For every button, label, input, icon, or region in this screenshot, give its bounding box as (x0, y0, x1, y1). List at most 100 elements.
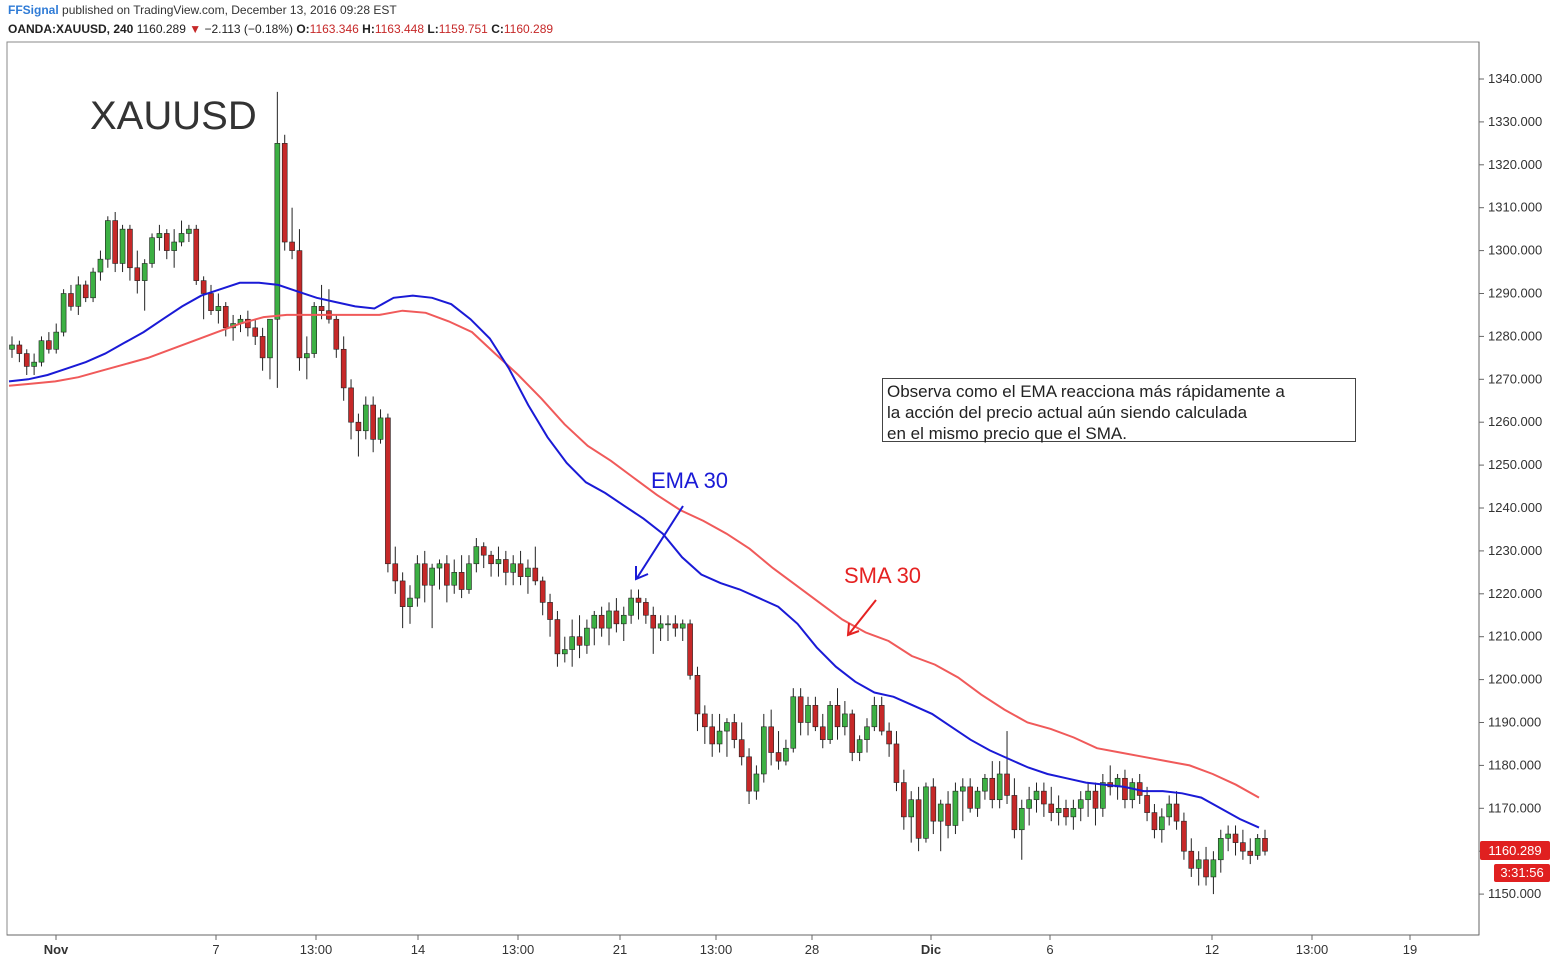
countdown-tag: 3:31:56 (1494, 864, 1550, 882)
candle (112, 211, 118, 273)
candle (989, 761, 996, 809)
candle (1070, 799, 1077, 830)
candle (348, 379, 354, 440)
candle (620, 606, 627, 641)
down-arrow-icon: ▼ (189, 22, 202, 36)
candle (16, 340, 23, 363)
candle (1144, 786, 1150, 822)
candle (753, 765, 760, 800)
candle (1188, 838, 1195, 877)
time-tick-label: 12 (1205, 942, 1219, 957)
candle (193, 224, 200, 285)
candle (267, 318, 273, 380)
candle (724, 718, 730, 757)
high-label: H: (362, 22, 375, 36)
candle (1011, 778, 1018, 839)
last-price-tag: 1160.289 (1480, 841, 1550, 860)
candle (488, 550, 494, 577)
candle (1166, 795, 1172, 826)
price-tick-label: 1200.000 (1488, 672, 1542, 687)
candle (510, 555, 517, 586)
candle (60, 289, 67, 337)
price-tick-label: 1340.000 (1488, 71, 1542, 86)
candle (9, 336, 15, 358)
publisher-name[interactable]: FFSignal (8, 3, 59, 17)
candle (694, 666, 701, 732)
candle (532, 546, 539, 586)
price-tick-label: 1150.000 (1488, 886, 1541, 901)
price-tick-label: 1170.000 (1488, 800, 1541, 815)
candle (591, 610, 598, 646)
candle (134, 250, 141, 294)
price-change: −2.113 (−0.18%) (204, 22, 293, 36)
candle (1100, 773, 1106, 817)
candle (974, 786, 981, 817)
ema-arrow-icon (635, 505, 684, 581)
price-tick-label: 1210.000 (1488, 629, 1542, 644)
candle (23, 349, 30, 376)
candle (731, 713, 738, 749)
candle (119, 224, 126, 273)
candle (200, 276, 207, 320)
candle (311, 302, 317, 358)
candle (613, 598, 620, 633)
time-axis[interactable]: Nov 7 13:00 14 13:00 21 13:00 28 Dic 6 12 13:00 19 (44, 935, 1418, 957)
candle (650, 606, 657, 654)
candle (871, 696, 878, 732)
candle (68, 284, 74, 311)
candle (687, 619, 693, 680)
candle (1041, 782, 1047, 817)
candle (960, 778, 966, 822)
candle (561, 636, 568, 663)
candle (444, 555, 450, 603)
candle (289, 207, 295, 260)
price-tick-label: 1250.000 (1488, 457, 1542, 472)
candle (805, 696, 811, 736)
sma-arrow-icon (846, 599, 877, 637)
close-label: C: (491, 22, 504, 36)
price-tick-label: 1230.000 (1488, 543, 1542, 558)
price-tick-label: 1290.000 (1488, 286, 1542, 301)
candle (716, 713, 723, 753)
candle (856, 735, 863, 762)
candle (628, 589, 634, 624)
candle (318, 284, 325, 320)
candle (304, 336, 310, 380)
candle (923, 782, 929, 843)
candle (252, 319, 259, 345)
candle (178, 220, 185, 247)
candle (407, 585, 413, 624)
sma-label: SMA 30 (844, 563, 921, 588)
candle (783, 739, 789, 766)
candle (149, 233, 155, 268)
candle (377, 409, 384, 444)
candle (584, 619, 590, 654)
candle (82, 280, 89, 303)
candle (901, 769, 907, 830)
candle (812, 696, 819, 732)
price-axis[interactable]: 1340.000 1330.000 1320.000 1310.000 1300.000… (1479, 71, 1542, 901)
candle (842, 701, 848, 736)
candle (436, 559, 443, 590)
candle (421, 550, 428, 603)
candle (458, 555, 465, 599)
candle (937, 799, 944, 852)
candle (163, 229, 170, 260)
candle (1181, 812, 1187, 860)
candle (834, 688, 841, 740)
candle (643, 598, 649, 624)
candle (576, 615, 583, 659)
candle (186, 224, 192, 243)
note-line-1: Observa como el EMA reacciona más rápida… (887, 382, 1285, 401)
candle (672, 615, 679, 637)
candle (141, 259, 148, 311)
candle (1217, 829, 1224, 873)
candle (952, 782, 959, 835)
candle (1092, 782, 1099, 826)
candle (790, 688, 797, 753)
candle (326, 289, 332, 324)
open-value: 1163.346 (309, 22, 359, 36)
candle (1018, 799, 1025, 860)
time-tick-label: 13:00 (300, 942, 333, 957)
